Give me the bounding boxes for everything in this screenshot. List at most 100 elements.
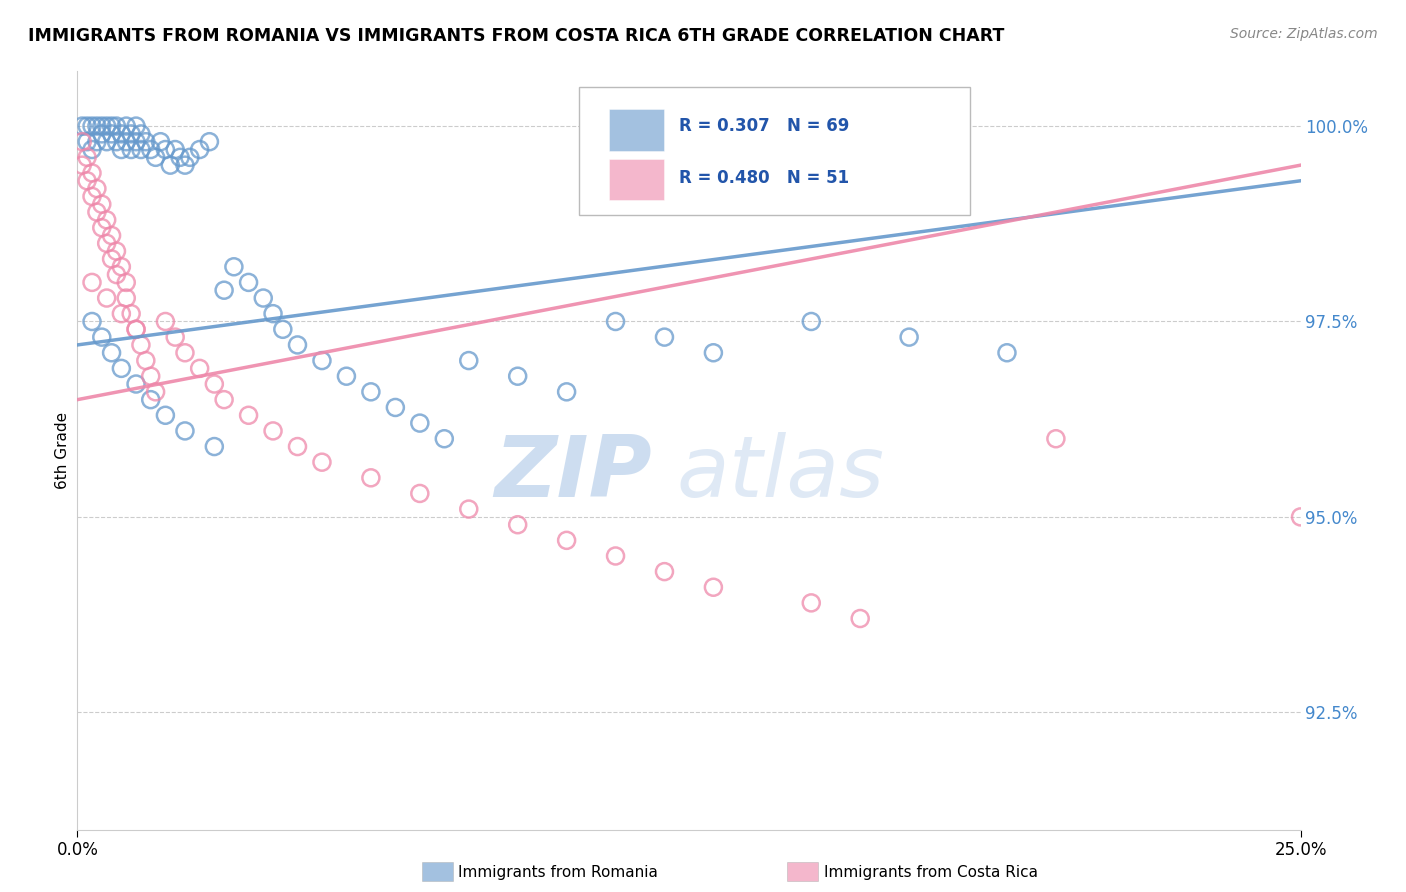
Point xyxy=(86,181,108,195)
Point xyxy=(159,158,181,172)
Point xyxy=(654,330,676,344)
Point xyxy=(120,143,142,157)
Point xyxy=(120,127,142,141)
Point xyxy=(252,291,274,305)
Point xyxy=(995,345,1018,359)
Text: Source: ZipAtlas.com: Source: ZipAtlas.com xyxy=(1230,27,1378,41)
Point xyxy=(115,276,138,290)
Point xyxy=(80,166,103,180)
Point xyxy=(96,291,118,305)
Point xyxy=(129,143,152,157)
Point xyxy=(110,361,132,376)
FancyBboxPatch shape xyxy=(579,87,970,216)
Text: Immigrants from Romania: Immigrants from Romania xyxy=(458,865,658,880)
Point xyxy=(222,260,245,274)
Point xyxy=(1289,509,1312,524)
Point xyxy=(702,580,724,594)
Point xyxy=(262,307,284,321)
Point xyxy=(188,143,211,157)
Point xyxy=(86,119,108,133)
Point xyxy=(145,384,167,399)
Text: R = 0.480   N = 51: R = 0.480 N = 51 xyxy=(679,169,849,186)
Point xyxy=(139,143,162,157)
Point xyxy=(271,322,294,336)
Point xyxy=(100,228,122,243)
Point xyxy=(238,276,260,290)
Point xyxy=(360,384,382,399)
Point xyxy=(238,409,260,423)
Point xyxy=(202,440,225,454)
Point xyxy=(129,127,152,141)
Point xyxy=(105,119,128,133)
Point xyxy=(605,549,627,563)
Point xyxy=(125,322,148,336)
Point xyxy=(262,424,284,438)
Point xyxy=(384,401,406,415)
Text: R = 0.307   N = 69: R = 0.307 N = 69 xyxy=(679,117,849,135)
Point xyxy=(90,197,112,211)
Point xyxy=(849,611,872,625)
Point xyxy=(139,369,162,384)
Point xyxy=(80,189,103,203)
Point xyxy=(129,338,152,352)
Point xyxy=(76,119,98,133)
Point xyxy=(287,338,309,352)
Point xyxy=(409,416,432,430)
Point xyxy=(654,565,676,579)
Point xyxy=(100,345,122,359)
Point xyxy=(433,432,456,446)
Point xyxy=(100,119,122,133)
Point xyxy=(155,314,177,328)
Point xyxy=(212,283,235,297)
Point xyxy=(165,330,187,344)
Point xyxy=(555,533,578,548)
Point xyxy=(898,330,921,344)
Point xyxy=(96,236,118,251)
Point xyxy=(100,252,122,266)
Point xyxy=(76,135,98,149)
Point xyxy=(1045,432,1067,446)
Point xyxy=(212,392,235,407)
Point xyxy=(135,135,157,149)
Point xyxy=(506,369,529,384)
Point xyxy=(155,143,177,157)
Point xyxy=(188,361,211,376)
Point xyxy=(105,268,128,282)
Point xyxy=(155,409,177,423)
Y-axis label: 6th Grade: 6th Grade xyxy=(55,412,70,489)
Point xyxy=(457,502,479,516)
Point xyxy=(457,353,479,368)
Point xyxy=(76,150,98,164)
Point xyxy=(76,174,98,188)
Point xyxy=(287,440,309,454)
Point xyxy=(198,135,221,149)
Bar xyxy=(609,159,665,201)
Point xyxy=(115,119,138,133)
Point xyxy=(174,158,197,172)
Point xyxy=(311,455,333,469)
Point xyxy=(800,596,823,610)
Point xyxy=(110,307,132,321)
Point xyxy=(179,150,201,164)
Point xyxy=(90,119,112,133)
Point xyxy=(135,353,157,368)
Point xyxy=(555,384,578,399)
Point xyxy=(110,127,132,141)
Point xyxy=(105,135,128,149)
Point xyxy=(311,353,333,368)
Point xyxy=(86,135,108,149)
Point xyxy=(110,260,132,274)
Point xyxy=(800,314,823,328)
Point xyxy=(125,322,148,336)
Text: IMMIGRANTS FROM ROMANIA VS IMMIGRANTS FROM COSTA RICA 6TH GRADE CORRELATION CHAR: IMMIGRANTS FROM ROMANIA VS IMMIGRANTS FR… xyxy=(28,27,1004,45)
Point xyxy=(70,158,93,172)
Point xyxy=(360,471,382,485)
Point xyxy=(80,276,103,290)
Point xyxy=(105,244,128,259)
Point xyxy=(174,424,197,438)
Point xyxy=(165,143,187,157)
Point xyxy=(120,307,142,321)
Point xyxy=(202,377,225,392)
Point xyxy=(125,119,148,133)
Point xyxy=(70,135,93,149)
